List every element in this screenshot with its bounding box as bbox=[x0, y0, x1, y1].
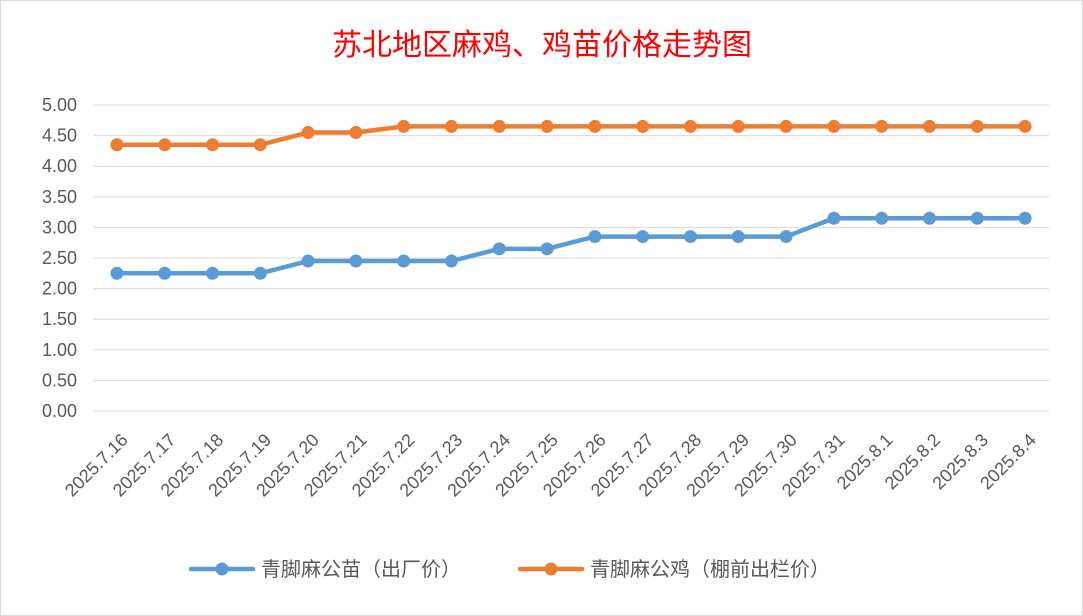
data-point bbox=[636, 230, 650, 244]
data-point bbox=[540, 119, 554, 133]
data-point bbox=[158, 266, 172, 280]
data-point bbox=[923, 211, 936, 225]
data-point bbox=[731, 119, 745, 133]
data-point bbox=[636, 119, 650, 133]
y-tick-label: 1.50 bbox=[42, 309, 77, 329]
series-1 bbox=[110, 211, 1032, 280]
data-point bbox=[349, 126, 363, 140]
data-point bbox=[492, 242, 506, 256]
data-point bbox=[827, 119, 841, 133]
legend-entry[interactable]: 青脚麻公苗（出厂价） bbox=[188, 557, 461, 581]
data-point bbox=[875, 119, 889, 133]
series-line bbox=[114, 124, 1028, 148]
data-point bbox=[206, 138, 219, 152]
legend-label: 青脚麻公苗（出厂价） bbox=[261, 557, 461, 581]
x-axis-ticks: 2025.7.162025.7.172025.7.182025.7.192025… bbox=[61, 430, 1040, 501]
data-point bbox=[110, 138, 124, 152]
data-point bbox=[588, 230, 602, 244]
data-point bbox=[301, 126, 315, 140]
legend-marker-icon bbox=[215, 562, 229, 576]
data-point bbox=[158, 138, 172, 152]
data-point bbox=[923, 119, 936, 133]
data-point bbox=[1018, 119, 1032, 133]
y-tick-label: 5.00 bbox=[42, 95, 77, 115]
y-tick-label: 2.00 bbox=[42, 279, 77, 299]
data-point bbox=[253, 266, 267, 280]
y-tick-label: 2.50 bbox=[42, 248, 77, 268]
data-point bbox=[540, 242, 554, 256]
data-point bbox=[970, 119, 984, 133]
legend-entry[interactable]: 青脚麻公鸡（棚前出栏价） bbox=[517, 557, 830, 581]
data-point bbox=[492, 119, 506, 133]
data-point bbox=[206, 266, 219, 280]
data-point bbox=[970, 211, 984, 225]
y-tick-label: 0.50 bbox=[42, 370, 77, 390]
y-tick-label: 3.50 bbox=[42, 187, 77, 207]
data-point bbox=[253, 138, 267, 152]
data-point bbox=[349, 254, 363, 268]
data-point bbox=[1018, 211, 1032, 225]
data-point bbox=[779, 119, 793, 133]
grid-lines bbox=[93, 104, 1049, 412]
series-line bbox=[114, 215, 1028, 276]
legend-label: 青脚麻公鸡（棚前出栏价） bbox=[590, 557, 830, 581]
y-tick-label: 4.50 bbox=[42, 126, 77, 146]
y-axis-ticks: 0.00 0.50 1.00 1.50 2.00 2.50 3.00 3.50 4.00 4.50… bbox=[42, 95, 77, 421]
y-tick-label: 0.00 bbox=[42, 401, 77, 421]
y-tick-label: 4.00 bbox=[42, 156, 77, 176]
data-point bbox=[779, 230, 793, 244]
data-point bbox=[110, 266, 124, 280]
data-point bbox=[827, 211, 841, 225]
series-2 bbox=[110, 119, 1032, 152]
y-tick-label: 1.00 bbox=[42, 340, 77, 360]
data-point bbox=[397, 119, 411, 133]
series-lines bbox=[110, 119, 1032, 280]
data-point bbox=[301, 254, 315, 268]
data-point bbox=[445, 254, 458, 268]
chart-title: 苏北地区麻鸡、鸡苗价格走势图 bbox=[332, 28, 752, 63]
data-point bbox=[684, 230, 697, 244]
data-point bbox=[875, 211, 889, 225]
legend-marker-icon bbox=[544, 562, 558, 576]
data-point bbox=[684, 119, 697, 133]
legend[interactable]: 青脚麻公苗（出厂价） 青脚麻公鸡（棚前出栏价） bbox=[188, 557, 830, 581]
y-tick-label: 3.00 bbox=[42, 217, 77, 237]
data-point bbox=[588, 119, 602, 133]
data-point bbox=[397, 254, 411, 268]
data-point bbox=[445, 119, 458, 133]
data-point bbox=[731, 230, 745, 244]
